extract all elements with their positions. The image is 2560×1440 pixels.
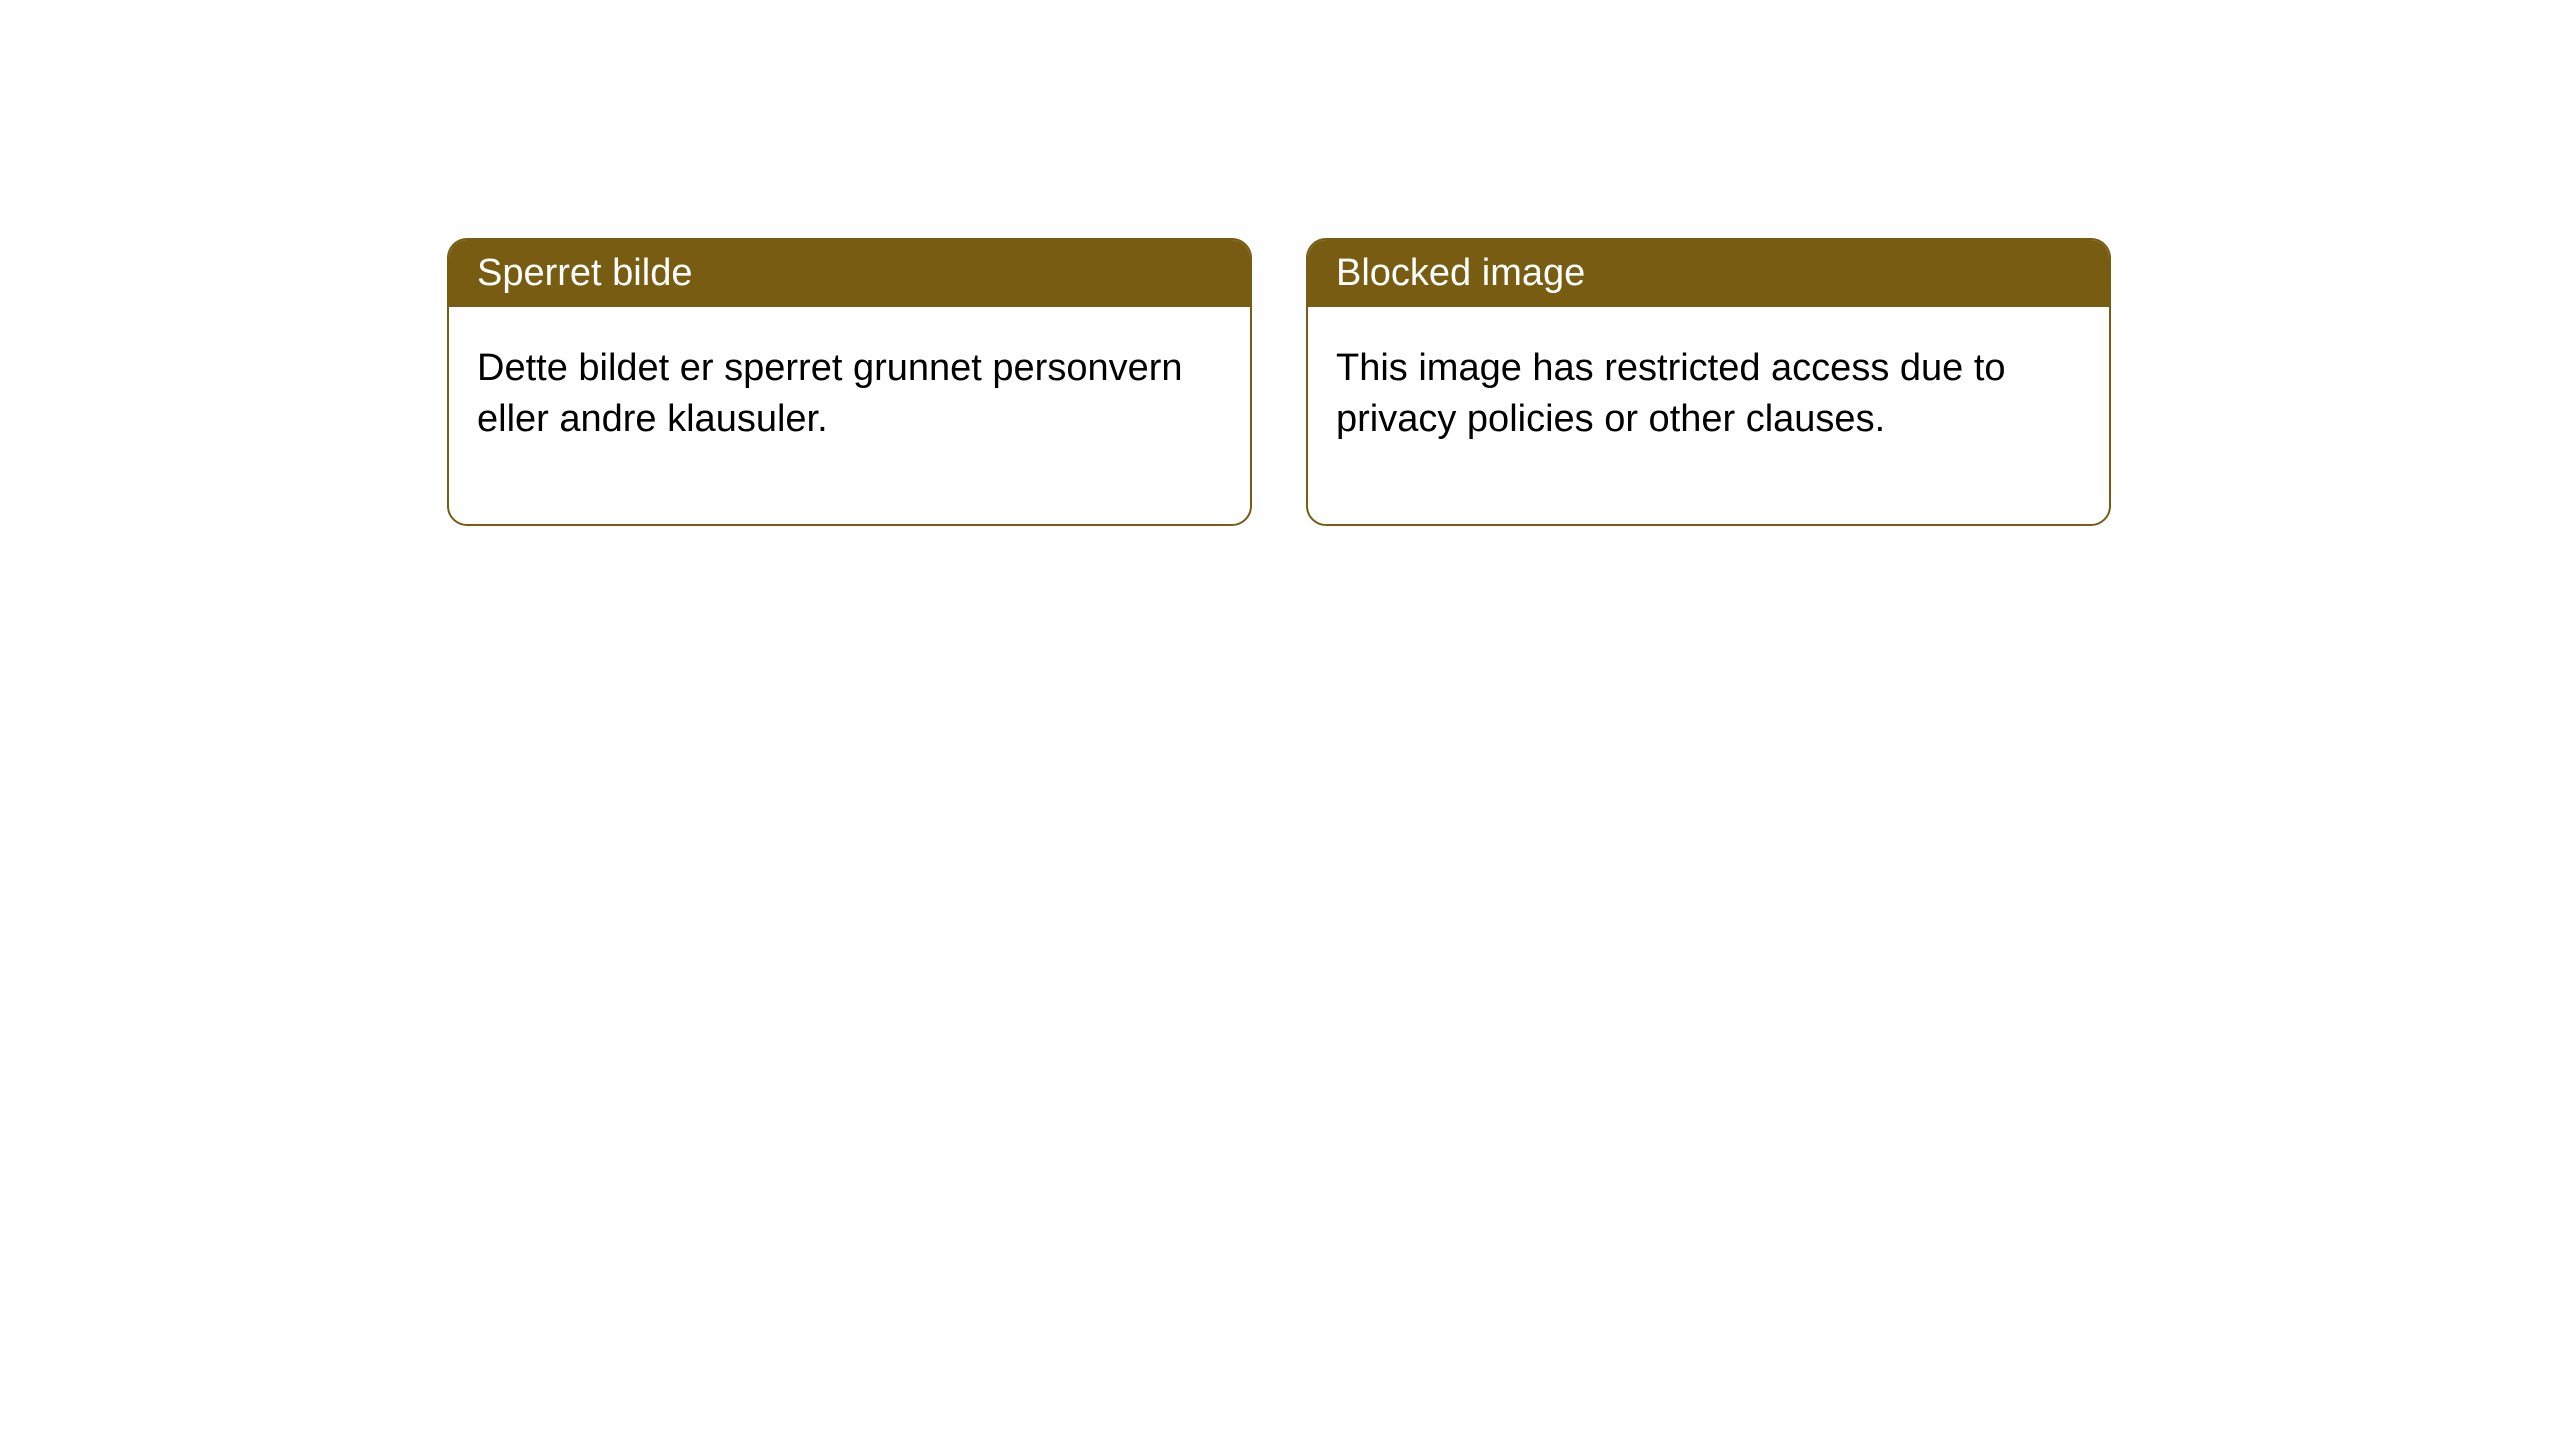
notice-title: Blocked image (1308, 240, 2109, 307)
notice-body: This image has restricted access due to … (1308, 307, 2109, 524)
notice-card-english: Blocked image This image has restricted … (1306, 238, 2111, 526)
notice-container: Sperret bilde Dette bildet er sperret gr… (0, 0, 2560, 526)
notice-body: Dette bildet er sperret grunnet personve… (449, 307, 1250, 524)
notice-card-norwegian: Sperret bilde Dette bildet er sperret gr… (447, 238, 1252, 526)
notice-title: Sperret bilde (449, 240, 1250, 307)
